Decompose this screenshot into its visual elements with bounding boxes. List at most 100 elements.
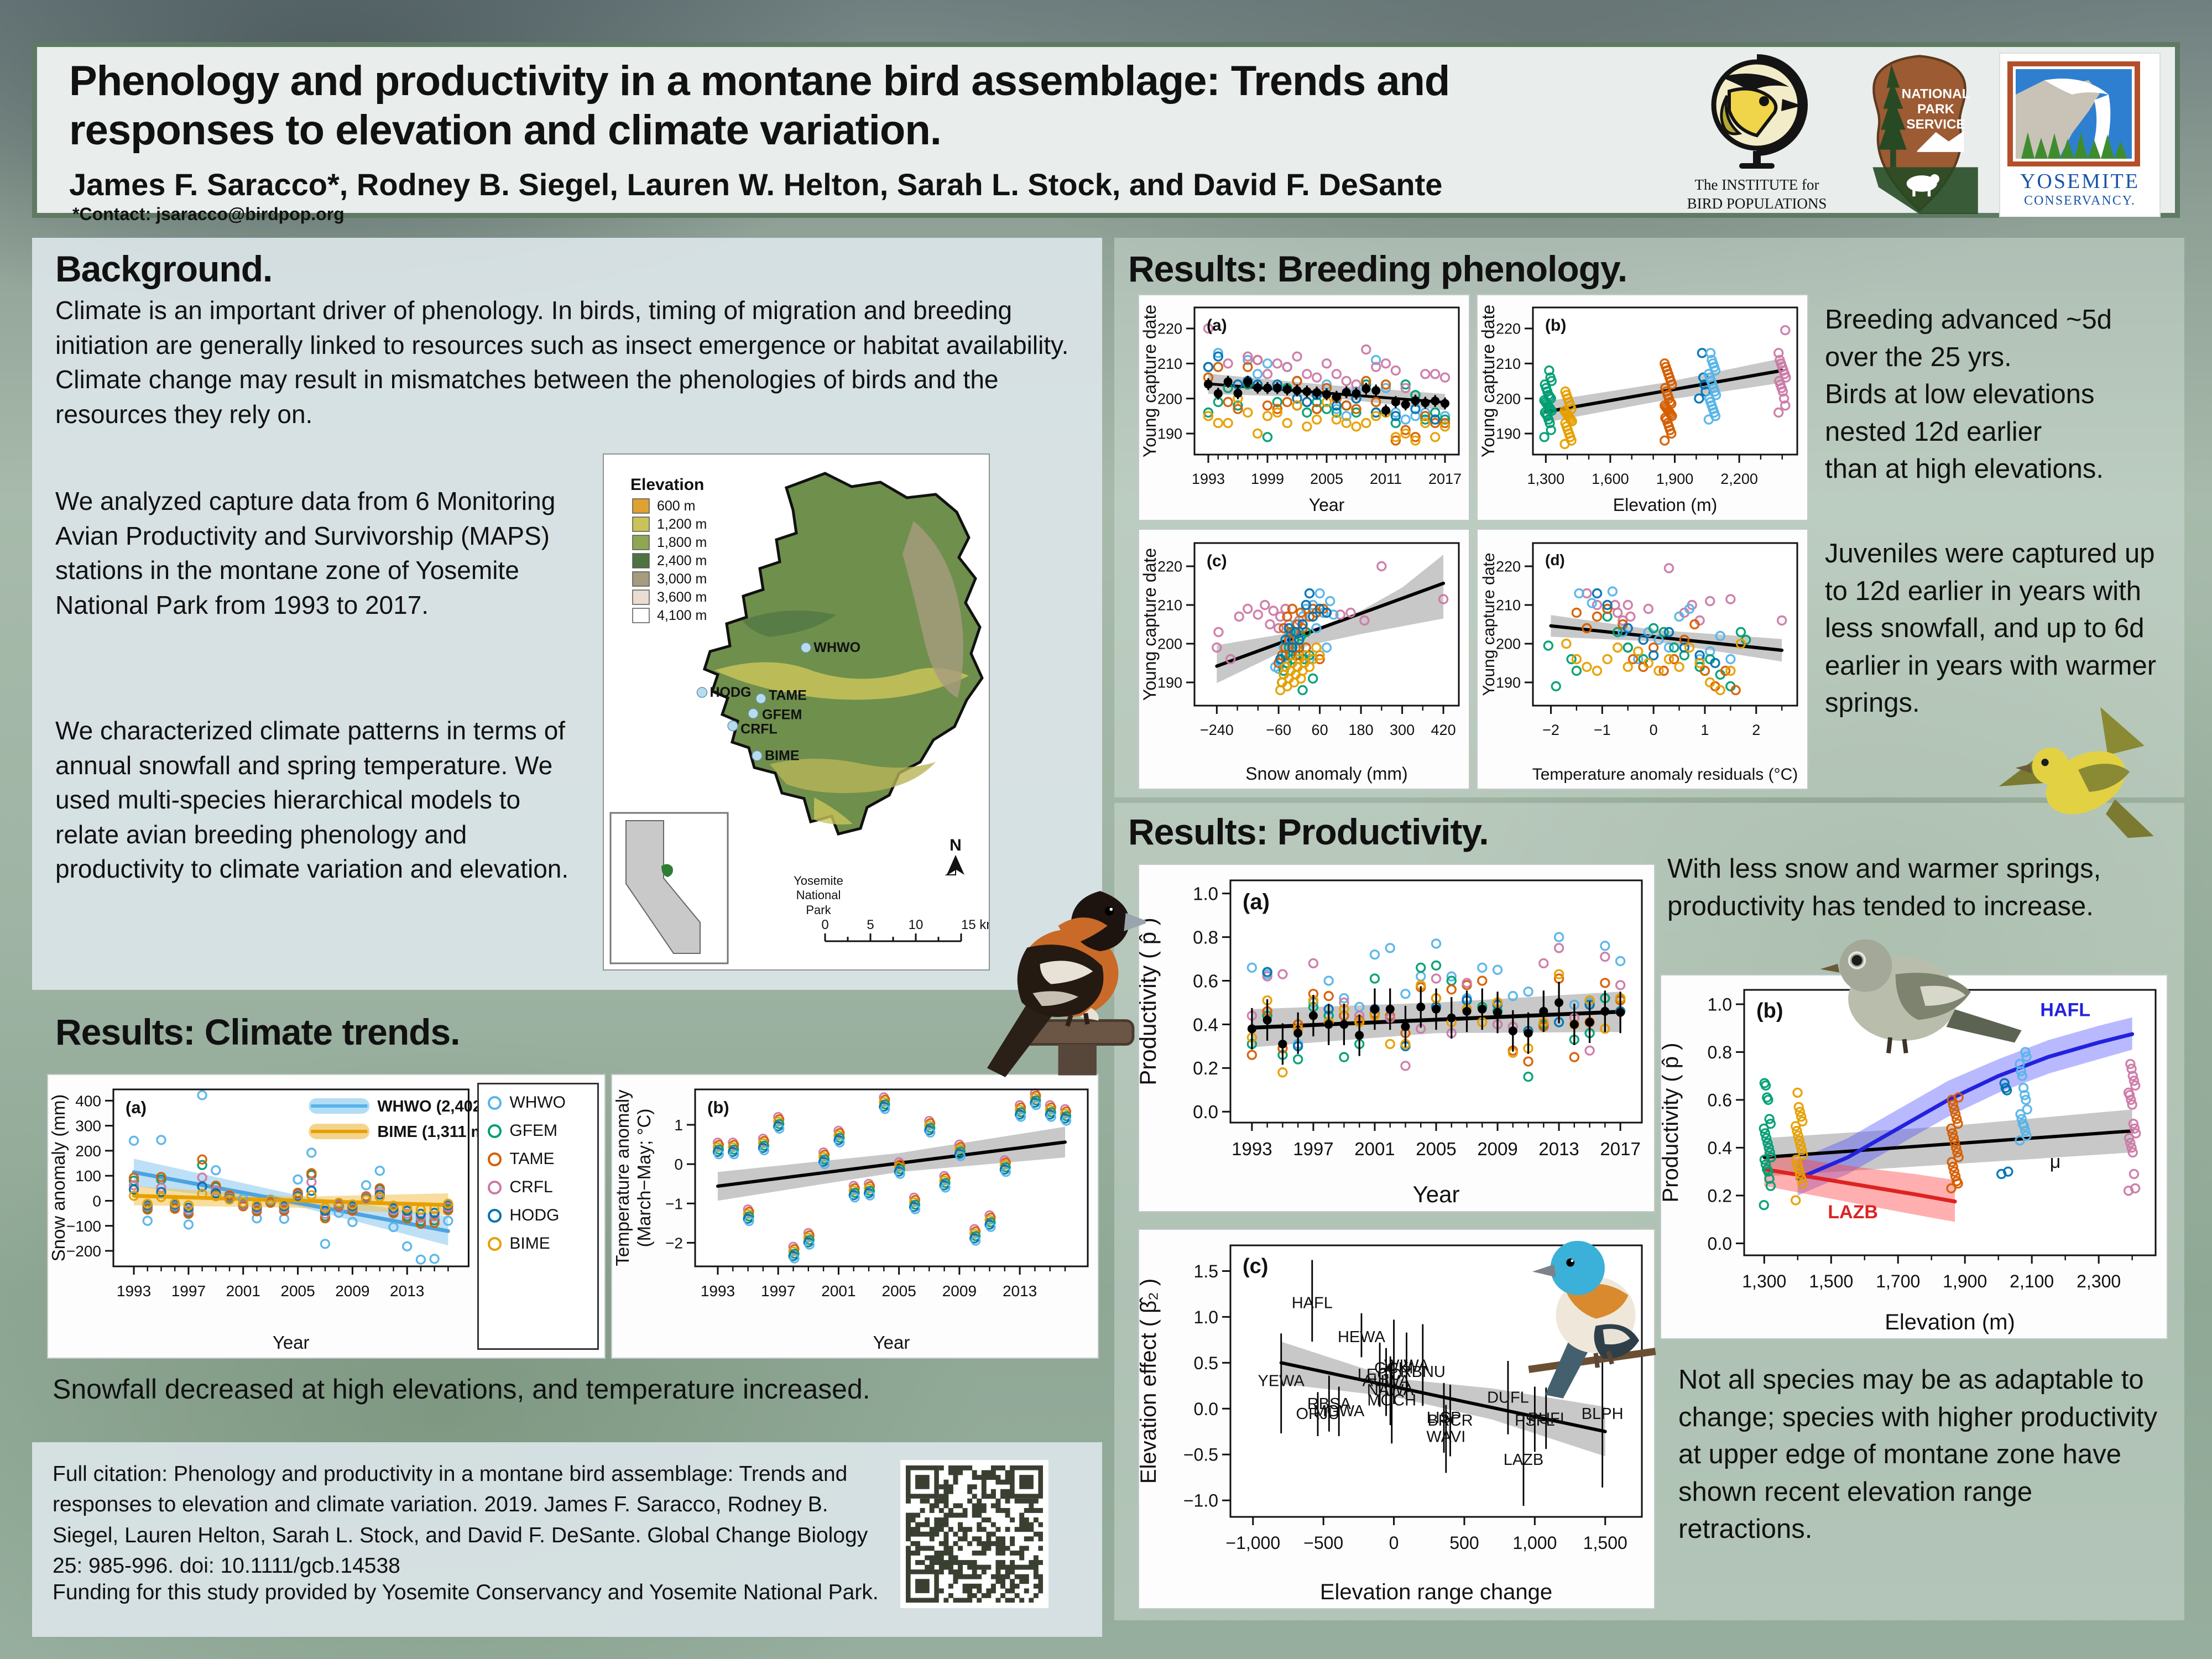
svg-text:400: 400 [75, 1092, 101, 1109]
svg-text:220: 220 [1157, 559, 1182, 575]
svg-text:200: 200 [1496, 390, 1521, 407]
svg-text:Year: Year [1309, 495, 1345, 515]
svg-text:2001: 2001 [821, 1282, 855, 1300]
svg-text:220: 220 [1496, 559, 1521, 575]
svg-text:MGWA: MGWA [1313, 1402, 1365, 1420]
phenology-year-chart-svg: 1993 1999 2005 2011 2017 190 200 210 220 Year Youn… [1140, 305, 1462, 515]
background-paragraph-3: We characterized climate patterns in ter… [55, 716, 569, 884]
svg-text:1,900: 1,900 [1656, 471, 1694, 487]
svg-text:0.0: 0.0 [1194, 1399, 1218, 1419]
svg-text:RBSA: RBSA [1307, 1395, 1352, 1413]
svg-text:HEWA: HEWA [1338, 1328, 1386, 1346]
legend-label: WHWO [509, 1093, 566, 1112]
nps-text-3: SERVICE [1906, 117, 1965, 132]
institute-bird-populations-logo: The INSTITUTE for BIRD POPULATIONS [1674, 53, 1840, 213]
svg-text:2005: 2005 [1416, 1139, 1456, 1159]
svg-text:−1,000: −1,000 [1225, 1533, 1280, 1553]
svg-text:Young capture date: Young capture date [1480, 552, 1498, 696]
svg-text:1999: 1999 [1251, 471, 1284, 487]
svg-text:2005: 2005 [1310, 471, 1343, 487]
yosemite-elevation-map: Elevation 600 m 1,200 m 1,800 m 2,400 m 3,000… [603, 453, 997, 971]
qr-code [900, 1460, 1048, 1608]
svg-text:WHWO (2,402 m): WHWO (2,402 m) [377, 1098, 477, 1115]
station-color-legend: WHWO GFEM TAME CRFL HODG BIME [477, 1083, 599, 1350]
svg-text:190: 190 [1157, 675, 1182, 691]
svg-text:0.2: 0.2 [1193, 1058, 1218, 1078]
svg-text:Elevation range change: Elevation range change [1320, 1580, 1552, 1604]
svg-text:0.4: 0.4 [1193, 1014, 1218, 1035]
title-line-2: responses to elevation and climate varia… [69, 106, 942, 154]
gray-flycatcher-illustration [1815, 925, 2025, 1060]
nps-text-2: PARK [1917, 102, 1955, 117]
phenology-temperature-chart-svg: −2 −1 0 1 2 190 200 210 220 Temperature anomaly r… [1480, 542, 1798, 784]
svg-text:1,500: 1,500 [1809, 1271, 1853, 1291]
half-dome-icon [2007, 61, 2140, 167]
svg-text:DUFL: DUFL [1487, 1389, 1529, 1406]
yc-caption-line-2: CONSERVANCY. [2024, 194, 2136, 208]
svg-text:2009: 2009 [942, 1282, 977, 1300]
title-line-1: Phenology and productivity in a montane … [69, 58, 1450, 105]
svg-text:3,000 m: 3,000 m [657, 571, 707, 587]
svg-text:2001: 2001 [1354, 1139, 1395, 1159]
svg-text:2,200: 2,200 [1720, 471, 1758, 487]
svg-text:BIME: BIME [765, 748, 800, 764]
lazuli-bunting-illustration [1520, 1217, 1665, 1402]
svg-text:1993: 1993 [117, 1282, 151, 1300]
nps-arrowhead-icon: NATIONAL PARK SERVICE [1872, 55, 1978, 214]
legend-item-TAME: TAME [488, 1150, 594, 1168]
poster-title: Phenology and productivity in a montane … [69, 57, 1450, 155]
authors-line: James F. Saracco*, Rodney B. Siegel, Lau… [69, 167, 1443, 202]
svg-text:YEWA: YEWA [1258, 1373, 1305, 1390]
chart-young-capture-vs-elevation: 1,300 1,600 1,900 2,200 190 200 210 220 Elevatio… [1477, 294, 1808, 521]
svg-text:−200: −200 [66, 1243, 101, 1260]
svg-text:(b): (b) [1756, 999, 1783, 1022]
legend-label: BIME [509, 1234, 550, 1253]
svg-text:300: 300 [75, 1118, 101, 1135]
svg-text:(a): (a) [1207, 316, 1227, 335]
svg-text:−1: −1 [665, 1195, 683, 1212]
svg-text:−500: −500 [1303, 1533, 1343, 1553]
legend-item-CRFL: CRFL [488, 1178, 594, 1197]
svg-text:Elevation (m): Elevation (m) [1885, 1310, 2015, 1334]
svg-text:190: 190 [1496, 675, 1521, 691]
contact-line: *Contact: jsaracco@birdpop.org [72, 204, 345, 224]
svg-text:LAZB: LAZB [1504, 1451, 1544, 1469]
svg-text:220: 220 [1496, 321, 1521, 337]
svg-text:GFEM: GFEM [762, 707, 802, 722]
svg-text:−2: −2 [665, 1234, 683, 1251]
svg-text:(d): (d) [1545, 551, 1565, 568]
svg-text:AUWA: AUWA [1363, 1373, 1411, 1390]
header-panel: Phenology and productivity in a montane … [32, 42, 2180, 224]
svg-text:0.2: 0.2 [1708, 1186, 1732, 1206]
phenology-snow-chart-svg: −240 −60 60 180 300 420 190 200 210 220 Snow anoma… [1140, 542, 1460, 784]
svg-text:(c): (c) [1207, 552, 1227, 570]
svg-text:1,500: 1,500 [1583, 1533, 1627, 1553]
svg-text:Snow anomaly (mm): Snow anomaly (mm) [1245, 764, 1407, 784]
logo-strip: The INSTITUTE for BIRD POPULATIONS NATIO… [1674, 53, 2161, 217]
svg-text:1,600: 1,600 [1592, 471, 1629, 487]
legend-dot [488, 1237, 502, 1251]
svg-text:420: 420 [1431, 722, 1456, 738]
svg-text:190: 190 [1496, 426, 1521, 442]
svg-text:2017: 2017 [1428, 471, 1462, 487]
svg-text:2013: 2013 [390, 1282, 424, 1300]
chart-young-capture-vs-temperature: −2 −1 0 1 2 190 200 210 220 Temperature anomaly r… [1477, 529, 1808, 790]
svg-text:PSFL: PSFL [1515, 1412, 1555, 1430]
svg-text:4,100 m: 4,100 m [657, 608, 707, 623]
svg-text:2009: 2009 [335, 1282, 369, 1300]
temperature-anomaly-chart-svg: 1993 1997 2001 2005 2009 2013 −2 −1 0 1 Year Temper… [612, 1088, 1089, 1353]
svg-text:Productivity ( p̂ ): Productivity ( p̂ ) [1661, 1043, 1683, 1203]
legend-label: TAME [509, 1150, 555, 1168]
svg-text:2013: 2013 [1003, 1282, 1037, 1300]
svg-text:−0.5: −0.5 [1183, 1445, 1218, 1465]
funding-text: Funding for this study provided by Yosem… [53, 1580, 879, 1604]
svg-text:1997: 1997 [171, 1282, 206, 1300]
california-inset [609, 812, 729, 964]
yc-caption-line-1: YOSEMITE [2020, 170, 2140, 193]
svg-text:0.8: 0.8 [1193, 927, 1218, 947]
snow-anomaly-chart-svg: WHWO (2,402 m)BIME (1,311 m)199319972001… [48, 1088, 477, 1353]
svg-text:500: 500 [1449, 1533, 1479, 1553]
svg-text:(b): (b) [1545, 316, 1566, 335]
svg-text:1.0: 1.0 [1194, 1307, 1218, 1327]
inset-label: Yosemite National Park [794, 874, 843, 917]
